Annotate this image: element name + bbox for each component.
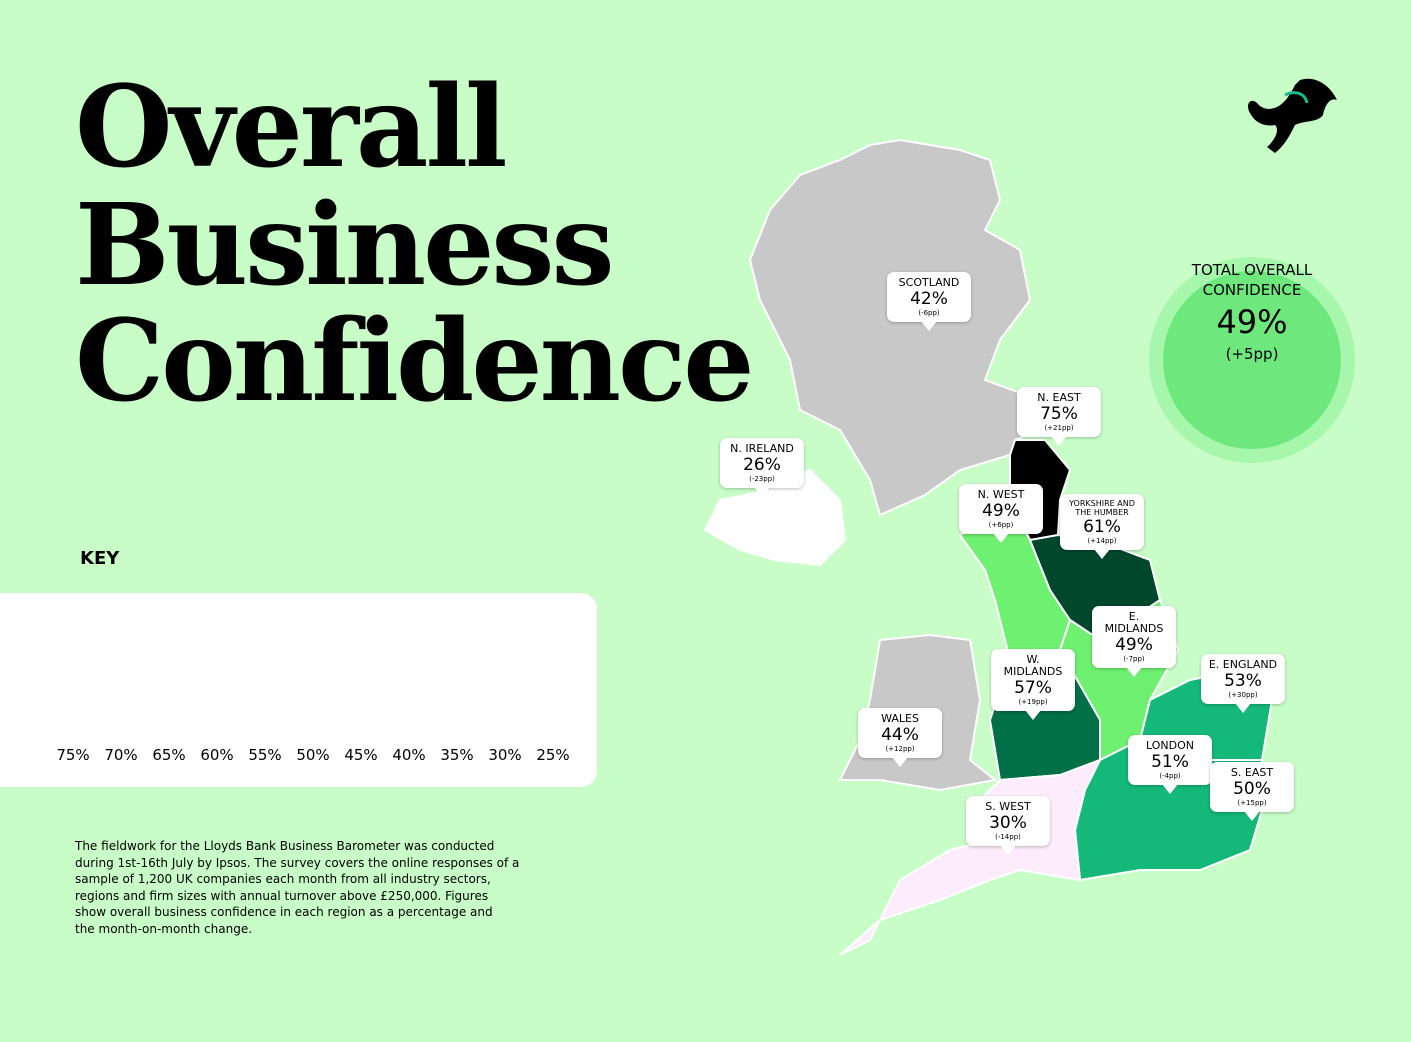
- region-value: 49%: [1115, 635, 1153, 655]
- region-callout: S. EAST 50% (+15pp): [1210, 762, 1294, 821]
- region-name: LONDON: [1146, 739, 1194, 752]
- key-label: 50%: [296, 746, 330, 764]
- key-label: 25%: [536, 746, 570, 764]
- region-name: N. IRELAND: [730, 442, 794, 455]
- region-name: W. MIDLANDS: [1003, 653, 1063, 678]
- key-label: 60%: [200, 746, 234, 764]
- region-callout: S. WEST 30% (-14pp): [966, 796, 1050, 855]
- region-value: 30%: [989, 813, 1027, 833]
- title: Confidence: [75, 296, 754, 427]
- region-callout: SCOTLAND 42% (-6pp): [887, 272, 971, 331]
- region-callout: E. MIDLANDS 49% (-7pp): [1092, 606, 1176, 677]
- region-name: S. EAST: [1230, 766, 1274, 779]
- region-change: (-23pp): [749, 475, 775, 483]
- region-change: (+6pp): [988, 521, 1014, 529]
- region-change: (-4pp): [1159, 772, 1181, 780]
- region-change: (+21pp): [1044, 424, 1074, 432]
- region-change: (-14pp): [995, 833, 1021, 841]
- region-callout: YORKSHIRE AND THE HUMBER 61% (+14pp): [1060, 494, 1144, 559]
- region-name: E. MIDLANDS: [1104, 610, 1164, 635]
- footnote: the month-on-month change.: [75, 921, 253, 936]
- footnote: sample of 1,200 UK companies each month …: [75, 872, 491, 886]
- region-value: 61%: [1083, 517, 1121, 537]
- region-name: E. ENGLAND: [1208, 658, 1278, 671]
- total-change: (+5pp): [1225, 345, 1279, 363]
- region-name: SCOTLAND: [898, 276, 960, 289]
- region-change: (+19pp): [1018, 698, 1048, 706]
- region-value: 53%: [1224, 671, 1262, 691]
- region-callout: WALES 44% (+12pp): [858, 708, 942, 767]
- footnote: during 1st-16th July by Ipsos. The surve…: [75, 855, 520, 870]
- region-value: 49%: [982, 501, 1020, 521]
- region-value: 50%: [1233, 779, 1271, 799]
- region-name: YORKSHIRE AND THE HUMBER: [1069, 499, 1135, 517]
- region-callout: W. MIDLANDS 57% (+19pp): [991, 649, 1075, 720]
- key-label: 40%: [392, 746, 426, 764]
- key-label: 45%: [344, 746, 378, 764]
- region-change: (+15pp): [1237, 799, 1267, 807]
- title: Overall: [75, 62, 508, 193]
- total: TOTAL OVERALL CONFIDENCE 49% (+5pp): [1152, 260, 1352, 364]
- region-change: (+30pp): [1228, 691, 1258, 699]
- region-value: 42%: [910, 289, 948, 309]
- region-value: 75%: [1040, 404, 1078, 424]
- region-value: 51%: [1151, 752, 1189, 772]
- region-name: N. EAST: [1037, 391, 1081, 404]
- region-callout: LONDON 51% (-4pp): [1128, 735, 1212, 794]
- region-callout: N. IRELAND 26% (-23pp): [720, 438, 804, 497]
- key-label: 75%: [56, 746, 90, 764]
- key-label: 65%: [152, 746, 186, 764]
- key-label: 70%: [104, 746, 138, 764]
- region-change: (+12pp): [885, 745, 915, 753]
- title: Business: [75, 180, 614, 311]
- region-callout: N. WEST 49% (+6pp): [959, 484, 1043, 543]
- region-value: 44%: [881, 725, 919, 745]
- key-label: 55%: [248, 746, 282, 764]
- footnote: regions and firm sizes with annual turno…: [75, 888, 489, 903]
- region-change: (+14pp): [1087, 537, 1117, 545]
- region-value: 26%: [743, 455, 781, 475]
- region-change: (-7pp): [1123, 655, 1145, 663]
- footnote: The fieldwork for the Lloyds Bank Busine…: [75, 839, 495, 853]
- region-value: 57%: [1014, 678, 1052, 698]
- region-name: N. WEST: [977, 488, 1025, 501]
- total-label: TOTAL OVERALL: [1191, 261, 1313, 279]
- key-label: 35%: [440, 746, 474, 764]
- region-change: (-6pp): [918, 309, 940, 317]
- key-label: 30%: [488, 746, 522, 764]
- region-name: S. WEST: [985, 800, 1031, 813]
- footnote: show overall business confidence in each…: [75, 905, 493, 919]
- region-callout: N. EAST 75% (+21pp): [1017, 387, 1101, 446]
- total-circle: [1163, 271, 1341, 449]
- total-label: CONFIDENCE: [1202, 281, 1302, 299]
- key-title: KEY: [80, 548, 120, 569]
- region-name: WALES: [881, 712, 919, 725]
- total-value: 49%: [1216, 303, 1288, 341]
- logo: [1247, 78, 1337, 153]
- key-box: [0, 593, 597, 787]
- region-callout: E. ENGLAND 53% (+30pp): [1201, 654, 1285, 713]
- region-shape: [839, 758, 1103, 956]
